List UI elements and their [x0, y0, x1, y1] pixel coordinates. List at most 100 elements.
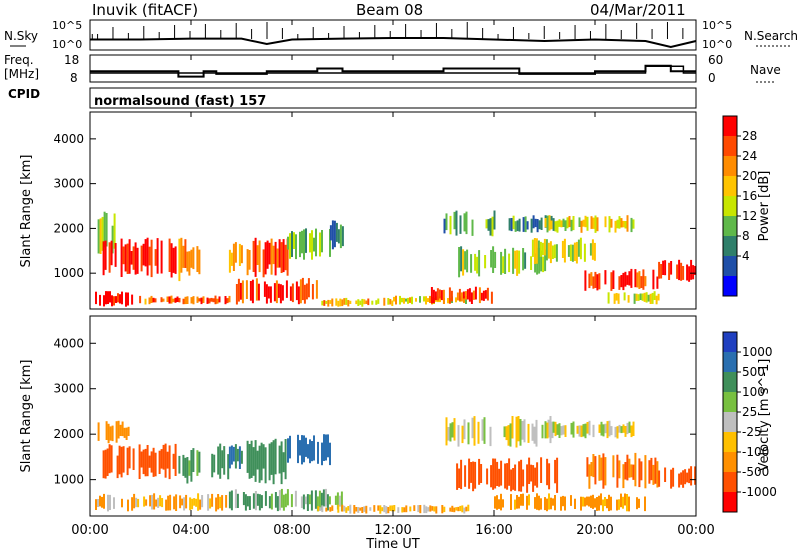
nsearch-label: N.Search	[744, 29, 798, 43]
freq-label-line2: [MHz]	[4, 67, 39, 81]
heat-cell	[684, 469, 687, 485]
heat-cell	[630, 268, 633, 288]
heat-cell	[556, 220, 559, 233]
heat-cell	[239, 282, 242, 300]
heat-cell	[235, 284, 238, 305]
heat-cell	[484, 255, 487, 269]
heat-cell	[616, 454, 619, 488]
heat-cell	[192, 296, 195, 305]
heat-cell	[349, 300, 352, 304]
heat-cell	[546, 458, 549, 486]
heat-cell	[453, 507, 456, 513]
heat-cell	[527, 423, 530, 443]
heat-cell	[168, 445, 171, 480]
heat-cell	[462, 249, 465, 276]
heat-cell	[544, 218, 547, 228]
heat-cell	[289, 435, 291, 459]
heat-cell	[676, 264, 679, 279]
heat-cell	[541, 242, 544, 256]
heat-cell	[99, 218, 102, 254]
heat-cell	[632, 464, 635, 480]
heat-cell	[596, 217, 599, 232]
heat-cell	[657, 293, 660, 301]
heat-cell	[594, 271, 597, 288]
heat-cell	[540, 457, 543, 483]
heat-cell	[461, 505, 464, 513]
heat-cell	[108, 242, 111, 273]
heat-cell	[483, 417, 486, 444]
heat-cell	[303, 435, 305, 463]
colorbar-tick-label: 100	[742, 385, 765, 399]
heat-cell	[123, 427, 126, 438]
nave-tick-60: 60	[708, 53, 723, 67]
heat-cell	[144, 448, 147, 477]
heat-cell	[149, 495, 152, 507]
heat-cell	[103, 211, 106, 248]
heat-cell	[260, 442, 263, 481]
heat-cell	[637, 294, 640, 301]
heat-cell	[586, 422, 589, 434]
heat-cell	[248, 250, 251, 270]
heat-cell	[101, 496, 103, 508]
heat-cell	[377, 505, 380, 511]
heat-cell	[586, 216, 589, 231]
heat-cell	[682, 266, 685, 280]
heat-cell	[363, 506, 366, 512]
heat-cell	[284, 439, 287, 480]
heat-cell	[530, 464, 533, 482]
heat-cell	[598, 273, 601, 290]
heat-cell	[451, 505, 454, 512]
heat-cell	[592, 276, 595, 289]
colorbar-tick-label: -100	[742, 445, 769, 459]
heat-cell	[268, 443, 271, 481]
heat-cell	[103, 295, 105, 307]
heat-cell	[207, 494, 210, 511]
heat-cell	[502, 499, 504, 508]
heat-cell	[509, 423, 512, 447]
heat-cell	[482, 290, 485, 301]
heat-cell	[165, 499, 168, 511]
heat-cell	[626, 275, 629, 285]
heat-cell	[458, 288, 461, 301]
heat-cell	[450, 290, 453, 302]
heat-cell	[520, 459, 523, 492]
heat-cell	[490, 250, 493, 268]
heat-cell	[546, 422, 549, 439]
colorbar-tick-label: 24	[742, 149, 757, 163]
heat-cell	[596, 497, 598, 511]
power-panel: 1000 2000 3000 4000 Slant Range [km]	[19, 111, 697, 310]
heat-cell	[319, 232, 321, 257]
heat-cell	[323, 434, 325, 461]
heat-cell	[668, 262, 671, 280]
heat-cell	[336, 492, 339, 510]
heat-cell	[512, 468, 515, 490]
heat-cell	[593, 242, 596, 261]
heat-cell	[463, 213, 466, 232]
heat-cell	[170, 243, 173, 278]
heat-cell	[209, 498, 212, 509]
heat-cell	[266, 240, 269, 269]
heat-cell	[160, 297, 163, 303]
heat-cell	[584, 423, 587, 439]
colorbar-tick-label: 16	[742, 189, 757, 203]
frequency-panel: Freq. [MHz] 18 8 60 0 Nave	[4, 53, 781, 85]
heat-cell	[105, 213, 108, 247]
heat-cell	[461, 425, 464, 444]
heat-cell	[192, 448, 195, 472]
heat-cell	[634, 452, 637, 487]
y-tick-label: 4000	[53, 132, 84, 146]
power-colorbar: 28 24 20 16 12 8 4	[722, 115, 757, 297]
heat-cell	[592, 494, 594, 509]
heat-cell	[337, 504, 340, 513]
heat-cell	[315, 280, 318, 299]
heat-cell	[252, 447, 255, 476]
heat-cell	[228, 446, 231, 469]
heat-cell	[318, 490, 321, 511]
heat-cell	[272, 440, 275, 485]
colorbar-tick-label: 4	[742, 249, 750, 263]
heat-cell	[498, 468, 501, 487]
heat-cell	[297, 434, 299, 464]
heat-cell	[393, 505, 396, 512]
heat-cell	[618, 424, 621, 433]
heat-cell	[258, 494, 261, 511]
